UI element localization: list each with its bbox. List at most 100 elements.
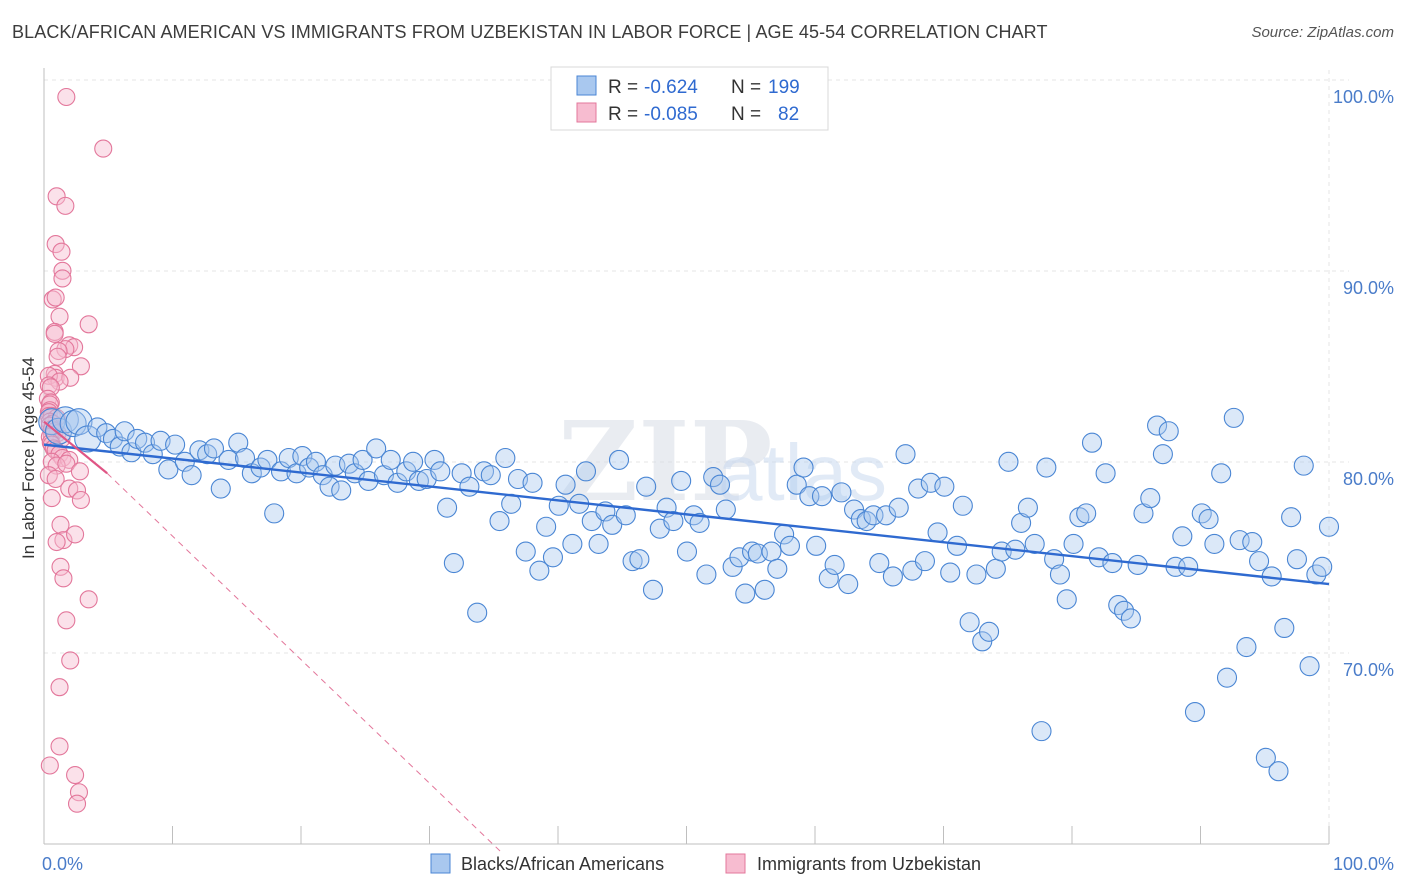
point-black-120	[869, 552, 890, 574]
point-black-185	[1286, 549, 1307, 570]
point-black-167	[1172, 526, 1193, 547]
point-black-50	[403, 451, 424, 472]
point-black-102	[754, 579, 775, 600]
point-black-85	[642, 579, 664, 600]
point-black-70	[542, 547, 563, 568]
point-black-142	[1011, 512, 1032, 533]
x-tick-label-1: 100.0%	[1333, 854, 1394, 874]
point-black-84	[636, 476, 657, 497]
point-black-43	[352, 449, 373, 470]
point-black-92	[689, 512, 710, 533]
point-black-34	[292, 446, 313, 467]
point-black-36	[305, 451, 327, 472]
point-black-131	[940, 562, 961, 583]
point-black-165	[1158, 421, 1179, 442]
point-uzbekistan-22	[39, 366, 58, 385]
legend-swatch-blue	[576, 75, 597, 96]
point-uzbekistan-69	[61, 651, 80, 670]
legend-n-label-blue: N =	[731, 77, 761, 98]
point-black-103	[761, 541, 782, 562]
point-black-163	[1147, 415, 1168, 436]
point-uzbekistan-24	[50, 372, 69, 391]
point-black-177	[1236, 637, 1257, 658]
legend-r-label-blue: R =	[608, 77, 638, 98]
series-legend: Blacks/African Americans Immigrants from…	[430, 853, 981, 874]
point-uzbekistan-58	[67, 481, 87, 500]
point-black-108	[793, 457, 814, 478]
y-tick-label-0: 70.0%	[1343, 660, 1394, 680]
point-black-2	[51, 406, 79, 434]
point-black-114	[831, 482, 852, 503]
point-black-77	[588, 533, 609, 554]
point-black-93	[696, 564, 717, 585]
point-black-140	[998, 451, 1019, 472]
point-black-76	[581, 510, 602, 532]
point-uzbekistan-5	[52, 242, 71, 261]
point-black-61	[480, 465, 501, 486]
legend-r-value-blue: -0.624	[644, 77, 698, 98]
point-black-41	[338, 453, 360, 474]
point-uzbekistan-59	[42, 489, 61, 508]
point-uzbekistan-75	[67, 794, 87, 813]
point-black-152	[1076, 503, 1097, 524]
point-black-17	[165, 434, 186, 455]
point-black-143	[1017, 497, 1038, 518]
point-black-176	[1229, 530, 1250, 551]
point-black-135	[966, 564, 987, 585]
point-black-171	[1198, 509, 1219, 530]
point-black-106	[779, 535, 800, 556]
point-black-94	[703, 467, 724, 488]
point-uzbekistan-73	[66, 765, 85, 785]
point-black-13	[134, 432, 156, 453]
point-black-54	[430, 461, 451, 482]
point-black-8	[102, 428, 124, 449]
point-black-130	[934, 476, 955, 497]
point-black-110	[806, 535, 827, 556]
point-black-72	[555, 474, 576, 495]
trend-lines	[43, 420, 1330, 852]
point-uzbekistan-10	[50, 307, 69, 326]
point-uzbekistan-68	[57, 611, 76, 630]
point-black-68	[529, 560, 550, 581]
y-tick-label-1: 80.0%	[1343, 469, 1394, 489]
point-black-38	[319, 476, 340, 497]
point-uzbekistan-60	[71, 490, 90, 510]
point-black-182	[1268, 761, 1289, 782]
point-black-153	[1081, 432, 1103, 453]
point-black-88	[663, 510, 684, 532]
point-black-186	[1293, 455, 1314, 476]
point-black-96	[715, 499, 736, 520]
point-black-90	[676, 541, 698, 562]
point-black-162	[1140, 488, 1161, 509]
point-uzbekistan-11	[79, 315, 98, 334]
point-black-170	[1191, 503, 1212, 524]
point-black-66	[515, 541, 536, 562]
point-black-56	[443, 552, 464, 574]
point-black-30	[264, 503, 285, 524]
point-black-144	[1024, 533, 1045, 554]
point-black-180	[1255, 747, 1276, 768]
point-uzbekistan-6	[53, 261, 72, 280]
point-black-123	[888, 497, 909, 518]
point-black-157	[1108, 595, 1129, 616]
point-black-83	[629, 549, 650, 570]
point-uzbekistan-67	[79, 590, 98, 609]
grid	[44, 70, 1349, 844]
bottom-legend-swatch-blue	[430, 853, 451, 874]
point-uzbekistan-23	[61, 368, 80, 387]
point-black-111	[811, 486, 833, 507]
point-black-145	[1031, 721, 1052, 742]
point-black-121	[876, 505, 897, 526]
point-uzbekistan-61	[51, 515, 70, 534]
point-black-80	[608, 449, 630, 470]
x-tick-label-0: 0.0%	[42, 854, 83, 874]
point-black-190	[1318, 516, 1340, 537]
point-black-81	[615, 505, 636, 526]
point-uzbekistan-19	[71, 357, 90, 376]
point-black-184	[1281, 507, 1302, 528]
point-black-164	[1152, 444, 1173, 465]
point-black-112	[818, 568, 839, 589]
point-black-132	[946, 535, 968, 556]
point-black-151	[1069, 507, 1090, 528]
